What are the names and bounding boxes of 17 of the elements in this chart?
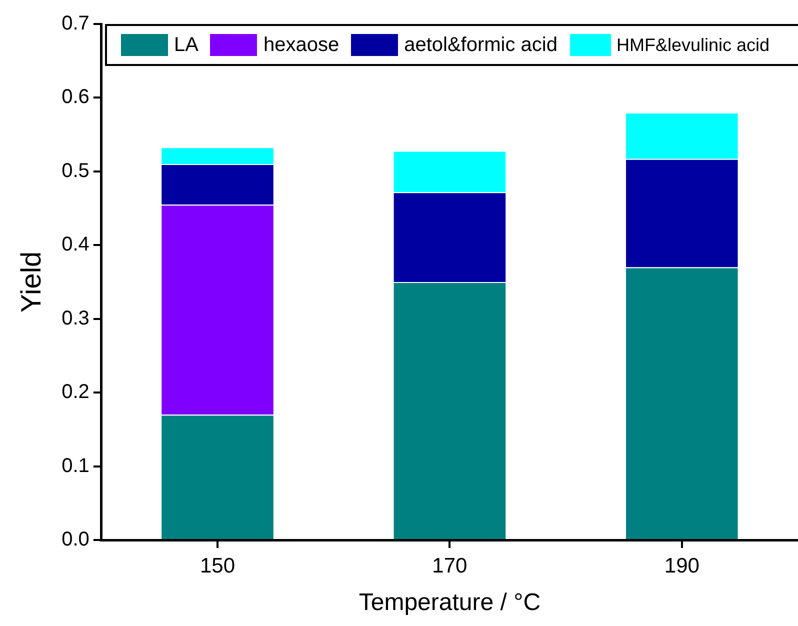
legend-label: HMF&levulinic acid (616, 34, 770, 56)
y-tick-label: 0.2 (62, 381, 90, 404)
y-tick-label: 0.1 (62, 454, 90, 477)
y-tick-label: 0.6 (62, 86, 90, 108)
y-axis-title: Yield (16, 251, 47, 313)
x-tick-label: 190 (664, 554, 700, 578)
y-tick-label: 0.0 (62, 528, 90, 551)
y-tick-label: 0.7 (62, 12, 90, 35)
x-tick-label: 170 (432, 554, 468, 578)
legend-label: aetol&formic acid (404, 34, 558, 56)
y-tick-label: 0.3 (62, 307, 90, 330)
x-axis-title: Temperature / °C (358, 589, 541, 616)
y-tick-label: 0.5 (62, 160, 90, 182)
legend-label: LA (174, 34, 198, 56)
legend-label: hexaose (263, 34, 340, 56)
x-tick-label: 150 (200, 554, 236, 578)
y-tick-label: 0.4 (62, 234, 90, 256)
